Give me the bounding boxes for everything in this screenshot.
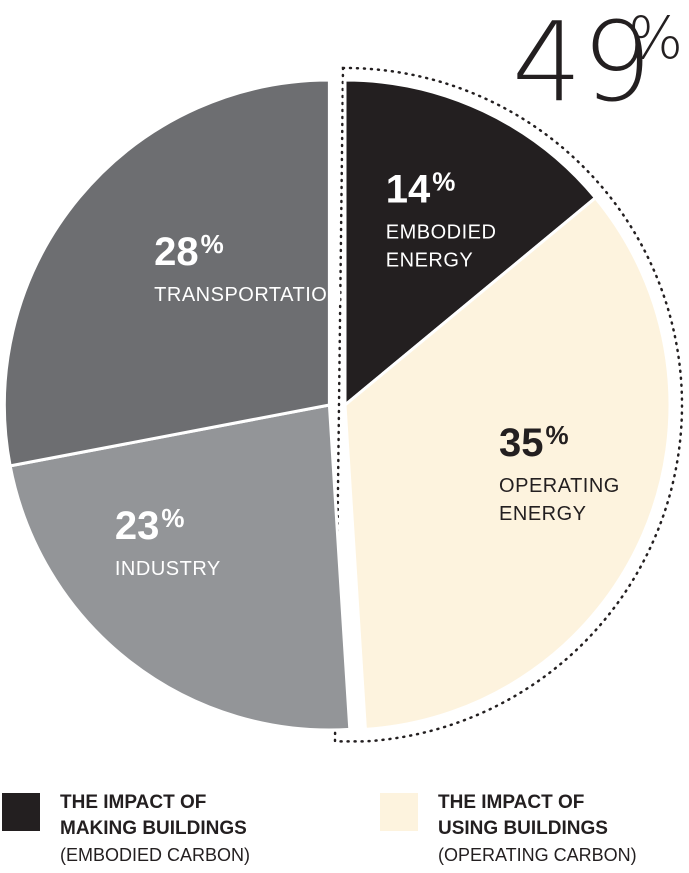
slice-label-transportation-line1: TRANSPORTATION (154, 284, 342, 306)
slice-pct-unit-embodied-energy: % (432, 167, 455, 197)
slice-label-industry-line1: INDUSTRY (115, 558, 221, 580)
callout-unit: % (628, 4, 683, 72)
slice-label-embodied-energy-line1: EMBODIED (386, 222, 497, 244)
legend-title-making-line1: THE IMPACT OF (60, 792, 207, 813)
pie-slice-operating-energy (343, 195, 672, 731)
slice-pct-unit-industry: % (161, 503, 184, 533)
callout-value: 49 (512, 0, 652, 126)
pie-slice-industry (8, 403, 352, 732)
legend-title-making-line2: MAKING BUILDINGS (60, 818, 247, 839)
legend-subtitle-using: (OPERATING CARBON) (438, 845, 637, 865)
pie-slice-transportation (2, 78, 331, 468)
pie-slice-embodied-energy (343, 78, 598, 409)
legend-title-using-line2: USING BUILDINGS (438, 818, 608, 839)
legend-title-using-line1: THE IMPACT OF (438, 792, 585, 813)
legend-subtitle-making: (EMBODIED CARBON) (60, 845, 251, 865)
slice-pct-unit-operating-energy: % (546, 420, 569, 450)
slice-label-operating-energy-line1: OPERATING (499, 475, 620, 497)
slice-label-operating-energy-line2: ENERGY (499, 503, 586, 525)
pie-chart: 14%EMBODIEDENERGY35%OPERATINGENERGY23%IN… (2, 0, 684, 743)
slice-pct-unit-transportation: % (201, 229, 224, 259)
legend-swatch-making (2, 793, 40, 831)
legend-swatch-using (380, 793, 418, 831)
slice-label-embodied-energy-line2: ENERGY (386, 250, 473, 272)
